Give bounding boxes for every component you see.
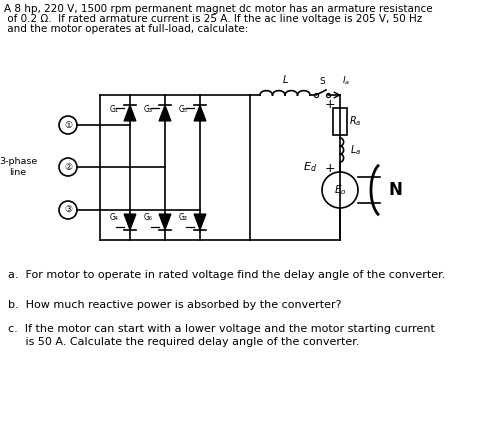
Polygon shape	[159, 105, 171, 121]
Text: b.  How much reactive power is absorbed by the converter?: b. How much reactive power is absorbed b…	[8, 300, 341, 310]
Text: of 0.2 Ω.  If rated armature current is 25 A. If the ac line voltage is 205 V, 5: of 0.2 Ω. If rated armature current is 2…	[4, 14, 422, 24]
Text: c.  If the motor can start with a lower voltage and the motor starting current: c. If the motor can start with a lower v…	[8, 324, 435, 334]
Text: $E_d$: $E_d$	[303, 160, 317, 174]
Text: and the motor operates at full-load, calculate:: and the motor operates at full-load, cal…	[4, 24, 248, 34]
Text: ①: ①	[64, 120, 72, 129]
Polygon shape	[159, 214, 171, 230]
Polygon shape	[124, 105, 136, 121]
Polygon shape	[124, 214, 136, 230]
Text: L: L	[282, 75, 288, 85]
Text: G₃: G₃	[144, 105, 153, 113]
Text: S: S	[319, 77, 325, 86]
Text: G₁: G₁	[109, 105, 118, 113]
Text: +: +	[325, 161, 336, 174]
Text: $I_a$: $I_a$	[342, 75, 350, 87]
Text: +: +	[325, 99, 336, 112]
Text: is 50 A. Calculate the required delay angle of the converter.: is 50 A. Calculate the required delay an…	[8, 337, 360, 347]
Polygon shape	[194, 214, 206, 230]
Text: $R_a$: $R_a$	[349, 115, 362, 128]
Text: G₄: G₄	[109, 214, 118, 222]
Text: $E_o$: $E_o$	[334, 183, 346, 197]
Polygon shape	[194, 105, 206, 121]
Text: 3-phase
line: 3-phase line	[0, 157, 37, 177]
Text: G₅: G₅	[179, 105, 188, 113]
Text: $L_a$: $L_a$	[350, 143, 361, 157]
Text: ③: ③	[64, 205, 72, 215]
Text: N: N	[388, 181, 402, 199]
Text: G₆: G₆	[144, 214, 153, 222]
Text: A 8 hp, 220 V, 1500 rpm permanent magnet dc motor has an armature resistance: A 8 hp, 220 V, 1500 rpm permanent magnet…	[4, 4, 432, 14]
Text: G₂: G₂	[179, 214, 188, 222]
Text: a.  For motor to operate in rated voltage find the delay angle of the converter.: a. For motor to operate in rated voltage…	[8, 270, 445, 280]
Text: ②: ②	[64, 163, 72, 171]
